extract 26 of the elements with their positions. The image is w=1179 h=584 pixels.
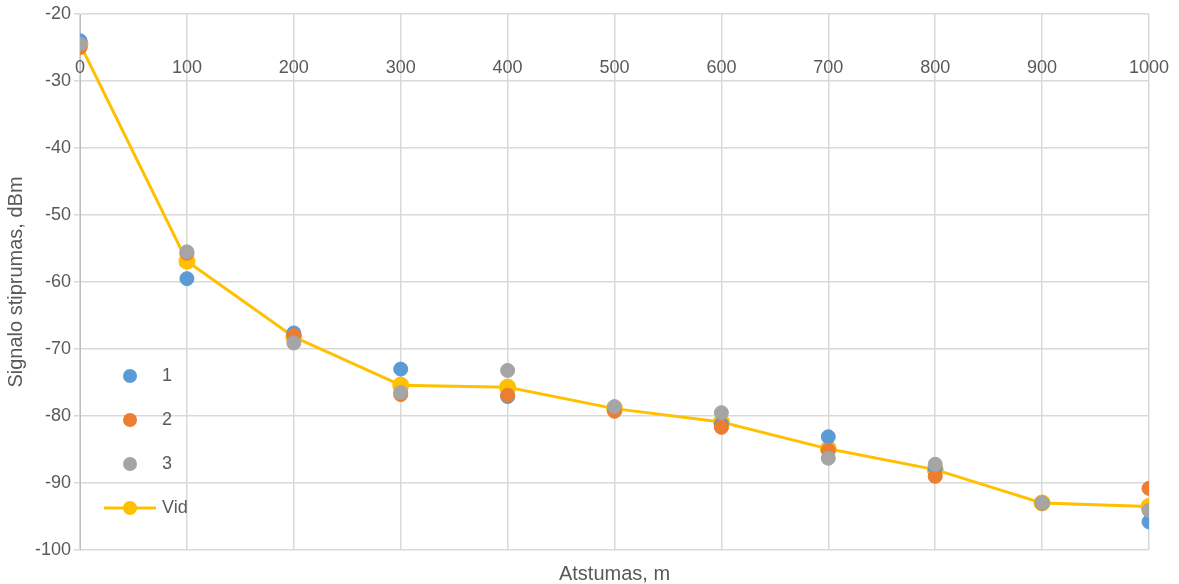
x-tick-label: 100 xyxy=(171,56,202,77)
y-tick-label: -20 xyxy=(45,2,72,23)
y-tick-label: -70 xyxy=(45,337,72,358)
y-tick-label: -30 xyxy=(45,69,72,90)
y-tick-label: -80 xyxy=(45,404,72,425)
x-tick-label: 700 xyxy=(813,56,844,77)
legend-label: 3 xyxy=(162,452,173,473)
legend-label: Vid xyxy=(162,496,188,517)
y-tick-label: -90 xyxy=(45,471,72,492)
y-tick-label: -40 xyxy=(45,136,72,157)
x-tick-label: 800 xyxy=(920,56,951,77)
x-tick-label: 400 xyxy=(492,56,523,77)
x-tick-label: 1000 xyxy=(1128,56,1170,77)
x-tick-label: 600 xyxy=(706,56,737,77)
x-tick-label: 200 xyxy=(278,56,309,77)
x-tick-label: 500 xyxy=(599,56,630,77)
x-tick-label: 0 xyxy=(75,56,86,77)
y-tick-label: -60 xyxy=(45,270,72,291)
x-axis-title: Atstumas, m xyxy=(558,562,671,584)
x-tick-label: 300 xyxy=(385,56,416,77)
y-axis-title: Signalo stiprumas, dBm xyxy=(3,176,26,388)
y-tick-label: -100 xyxy=(35,538,72,559)
legend-label: 2 xyxy=(162,408,173,429)
legend-label: 1 xyxy=(162,364,173,385)
y-tick-label: -50 xyxy=(45,203,72,224)
x-tick-label: 900 xyxy=(1027,56,1058,77)
